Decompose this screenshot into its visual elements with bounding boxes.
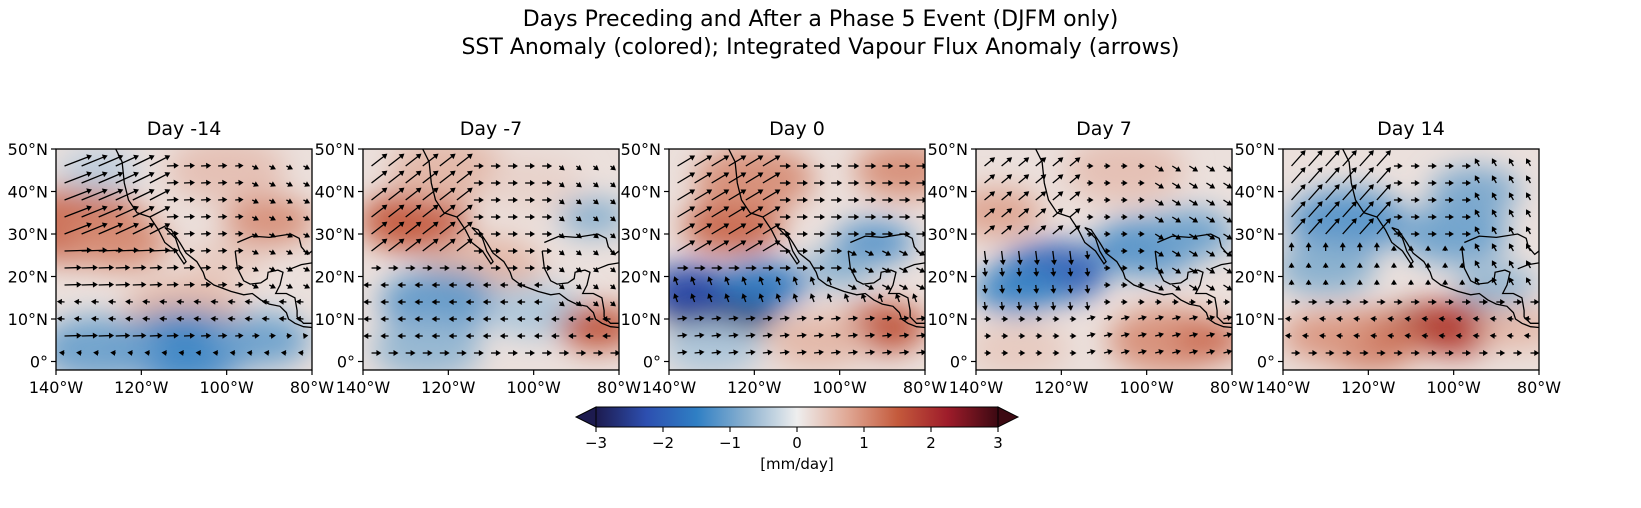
panel-frame xyxy=(1282,148,1540,371)
vapour-flux-arrows xyxy=(982,157,1232,356)
lat-tick-label: 0° xyxy=(30,353,48,372)
lat-tick-label: 30°N xyxy=(928,225,968,244)
lon-tick-label: 80°W xyxy=(903,378,947,397)
panel-title: Day -14 xyxy=(147,118,222,140)
lat-tick-label: 10°N xyxy=(8,310,48,329)
colorbar-tick-label: −3 xyxy=(585,434,607,452)
lon-tick-label: 120°W xyxy=(114,378,169,397)
lon-tick-label: 140°W xyxy=(1256,378,1311,397)
lon-tick-label: 80°W xyxy=(1210,378,1254,397)
colorbar-tick-label: 3 xyxy=(993,434,1003,452)
map-panel: 140°W 120°W 100°W 80°W 50°N 40°N 30°N 20°N 10°N 0… xyxy=(315,118,642,397)
lon-tick-label: 80°W xyxy=(290,378,334,397)
lon-tick-label: 100°W xyxy=(506,378,561,397)
lat-tick-label: 10°N xyxy=(315,310,355,329)
lat-tick-label: 20°N xyxy=(1235,268,1275,287)
lon-tick-label: 140°W xyxy=(336,378,391,397)
sst-anomaly-field xyxy=(976,149,1232,370)
panel-title: Day 7 xyxy=(1076,118,1132,140)
lat-tick-label: 20°N xyxy=(315,268,355,287)
panel-title: Day -7 xyxy=(460,118,523,140)
lon-tick-label: 100°W xyxy=(1426,378,1481,397)
lon-tick-label: 120°W xyxy=(727,378,782,397)
lon-tick-label: 120°W xyxy=(421,378,476,397)
colorbar-extend-low xyxy=(574,406,597,428)
vapour-flux-arrows xyxy=(56,154,311,356)
panel-frame xyxy=(362,148,620,371)
lat-tick-label: 0° xyxy=(337,353,355,372)
lat-tick-label: 20°N xyxy=(8,268,48,287)
lon-tick-label: 120°W xyxy=(1034,378,1089,397)
colorbar-gradient xyxy=(595,406,999,428)
colorbar-tick-label: 0 xyxy=(792,434,802,452)
colorbar-tick-label: −2 xyxy=(652,434,674,452)
panel-frame xyxy=(668,148,926,371)
lat-tick-label: 30°N xyxy=(8,225,48,244)
sst-anomaly-field xyxy=(56,149,312,370)
panel-title: Day 14 xyxy=(1377,118,1445,140)
lat-tick-label: 20°N xyxy=(621,268,661,287)
lat-tick-label: 10°N xyxy=(1235,310,1275,329)
lat-tick-label: 10°N xyxy=(928,310,968,329)
lat-tick-label: 30°N xyxy=(1235,225,1275,244)
lat-tick-label: 10°N xyxy=(621,310,661,329)
map-panel: 140°W 120°W 100°W 80°W 50°N 40°N 30°N 20°N 10°N 0… xyxy=(8,118,335,397)
lon-tick-label: 100°W xyxy=(1119,378,1174,397)
map-panel: 140°W 120°W 100°W 80°W 50°N 40°N 30°N 20°N 10°N 0… xyxy=(621,118,948,397)
sst-anomaly-field xyxy=(1283,149,1539,370)
lat-tick-label: 50°N xyxy=(621,140,661,159)
lat-tick-label: 50°N xyxy=(8,140,48,159)
lat-tick-label: 40°N xyxy=(8,183,48,202)
colorbar-tick-label: 2 xyxy=(926,434,936,452)
panel-title: Day 0 xyxy=(769,118,825,140)
vapour-flux-arrows xyxy=(363,153,619,356)
colorbar-tick-label: 1 xyxy=(859,434,869,452)
lon-tick-label: 120°W xyxy=(1341,378,1396,397)
panel-frame xyxy=(55,148,313,371)
lon-tick-label: 100°W xyxy=(199,378,254,397)
lat-tick-label: 40°N xyxy=(621,183,661,202)
lat-tick-label: 30°N xyxy=(315,225,355,244)
colorbar-tick-label: −1 xyxy=(719,434,741,452)
vapour-flux-arrows xyxy=(1284,150,1539,356)
lon-tick-label: 100°W xyxy=(812,378,867,397)
panel-frame xyxy=(975,148,1233,371)
colorbar-label: [mm/day] xyxy=(760,455,834,473)
figure-subtitle: SST Anomaly (colored); Integrated Vapour… xyxy=(461,35,1180,60)
lat-tick-label: 0° xyxy=(950,353,968,372)
lon-tick-label: 80°W xyxy=(597,378,641,397)
lat-tick-label: 0° xyxy=(643,353,661,372)
lat-tick-label: 50°N xyxy=(1235,140,1275,159)
lon-tick-label: 80°W xyxy=(1517,378,1561,397)
lon-tick-label: 140°W xyxy=(29,378,84,397)
lat-tick-label: 20°N xyxy=(928,268,968,287)
lat-tick-label: 30°N xyxy=(621,225,661,244)
lat-tick-label: 50°N xyxy=(315,140,355,159)
colorbar: −3 −2 −1 0 1 2 3 [mm/day] xyxy=(574,406,1020,473)
lat-tick-label: 50°N xyxy=(928,140,968,159)
figure-title: Days Preceding and After a Phase 5 Event… xyxy=(522,7,1119,32)
lon-tick-label: 140°W xyxy=(949,378,1004,397)
lat-tick-label: 40°N xyxy=(1235,183,1275,202)
map-panel: 140°W 120°W 100°W 80°W 50°N 40°N 30°N 20°N 10°N 0… xyxy=(928,118,1255,397)
colorbar-extend-high xyxy=(997,406,1020,428)
lat-tick-label: 40°N xyxy=(315,183,355,202)
lon-tick-label: 140°W xyxy=(642,378,697,397)
lat-tick-label: 40°N xyxy=(928,183,968,202)
map-panel: 140°W 120°W 100°W 80°W 50°N 40°N 30°N 20°N 10°N 0… xyxy=(1235,118,1562,397)
sst-anomaly-field xyxy=(669,149,925,370)
lat-tick-label: 0° xyxy=(1257,353,1275,372)
vapour-flux-arrows xyxy=(673,155,925,356)
